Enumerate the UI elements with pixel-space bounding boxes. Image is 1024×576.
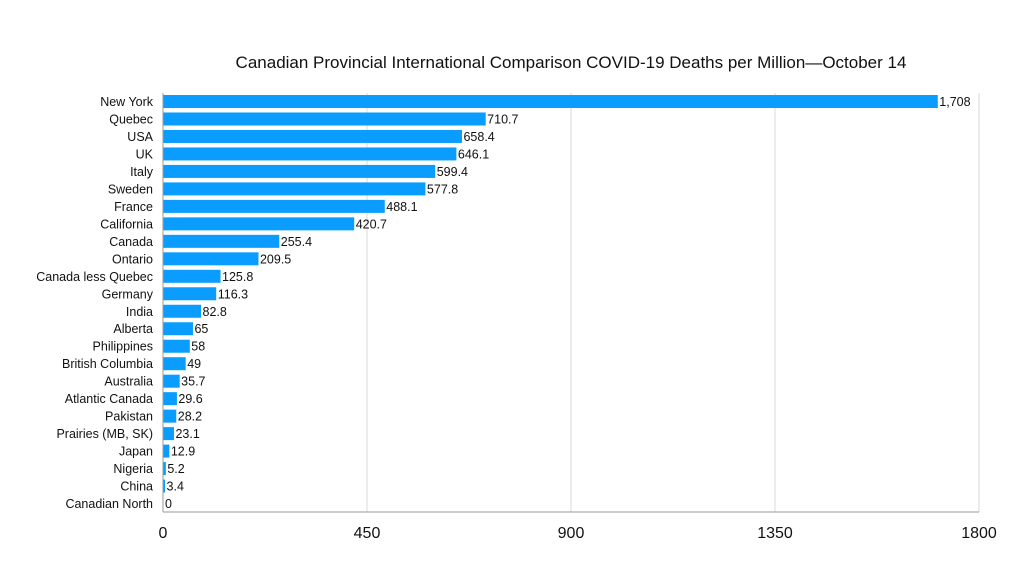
chart-title: Canadian Provincial International Compar… bbox=[235, 53, 907, 72]
bar bbox=[163, 95, 938, 108]
category-label: UK bbox=[136, 147, 154, 161]
category-label: Prairies (MB, SK) bbox=[56, 427, 153, 441]
category-label: Italy bbox=[130, 165, 154, 179]
bar bbox=[163, 217, 355, 231]
bar bbox=[163, 392, 177, 406]
data-label: 658.4 bbox=[463, 130, 494, 144]
data-label: 577.8 bbox=[427, 182, 458, 196]
x-tick-label: 900 bbox=[558, 525, 585, 542]
category-label: China bbox=[120, 480, 153, 494]
category-label: Sweden bbox=[108, 182, 153, 196]
bar bbox=[163, 357, 186, 371]
bar bbox=[163, 339, 190, 353]
x-tick-label: 1800 bbox=[961, 525, 997, 542]
data-label: 23.1 bbox=[175, 427, 199, 441]
category-label: Canada bbox=[109, 235, 153, 249]
data-label: 49 bbox=[187, 357, 201, 371]
x-tick-label: 450 bbox=[354, 525, 381, 542]
data-label: 710.7 bbox=[487, 112, 518, 126]
bar bbox=[163, 182, 426, 196]
bar bbox=[163, 462, 166, 476]
bar bbox=[163, 287, 217, 301]
data-label: 255.4 bbox=[281, 235, 312, 249]
data-label: 12.9 bbox=[171, 445, 195, 459]
category-label: British Columbia bbox=[62, 357, 153, 371]
bar bbox=[163, 427, 174, 441]
data-label: 0 bbox=[165, 497, 172, 511]
bar bbox=[163, 269, 221, 283]
bar bbox=[163, 444, 170, 458]
data-label: 35.7 bbox=[181, 375, 205, 389]
data-label: 58 bbox=[191, 340, 205, 354]
category-label: India bbox=[126, 305, 153, 319]
category-label: Pakistan bbox=[105, 410, 153, 424]
data-label: 420.7 bbox=[356, 217, 387, 231]
data-label: 488.1 bbox=[386, 200, 417, 214]
x-tick-label: 1350 bbox=[757, 525, 793, 542]
bar bbox=[163, 374, 180, 388]
category-label: Ontario bbox=[112, 252, 153, 266]
category-label: Canadian North bbox=[65, 497, 153, 511]
category-label: Japan bbox=[119, 445, 153, 459]
data-label: 209.5 bbox=[260, 252, 291, 266]
data-label: 5.2 bbox=[167, 462, 184, 476]
data-label: 65 bbox=[194, 322, 208, 336]
category-label: California bbox=[100, 217, 153, 231]
category-label: Canada less Quebec bbox=[36, 270, 153, 284]
x-tick-label: 0 bbox=[159, 525, 168, 542]
data-label: 82.8 bbox=[203, 305, 227, 319]
category-label: Australia bbox=[104, 375, 153, 389]
data-label: 28.2 bbox=[178, 410, 202, 424]
bar bbox=[163, 252, 259, 266]
bar bbox=[163, 322, 193, 336]
category-label: New York bbox=[100, 95, 154, 109]
bar bbox=[163, 164, 436, 178]
bar bbox=[163, 199, 385, 213]
bar bbox=[163, 112, 486, 126]
bar bbox=[163, 129, 462, 143]
category-label: Philippines bbox=[93, 340, 153, 354]
data-label: 599.4 bbox=[437, 165, 468, 179]
category-label: Quebec bbox=[109, 112, 153, 126]
bar bbox=[163, 304, 202, 318]
bar bbox=[163, 147, 457, 161]
data-label: 116.3 bbox=[218, 287, 248, 301]
data-label: 1,708 bbox=[939, 95, 970, 109]
bar bbox=[163, 234, 280, 248]
category-label: France bbox=[114, 200, 153, 214]
data-label: 125.8 bbox=[222, 270, 253, 284]
category-label: USA bbox=[127, 130, 153, 144]
data-label: 646.1 bbox=[458, 147, 489, 161]
bar bbox=[163, 409, 177, 423]
category-label: Atlantic Canada bbox=[65, 392, 153, 406]
data-label: 29.6 bbox=[178, 392, 202, 406]
bar bbox=[163, 479, 166, 493]
category-label: Germany bbox=[102, 287, 154, 301]
category-label: Alberta bbox=[113, 322, 153, 336]
data-label: 3.4 bbox=[167, 480, 184, 494]
category-label: Nigeria bbox=[113, 462, 153, 476]
